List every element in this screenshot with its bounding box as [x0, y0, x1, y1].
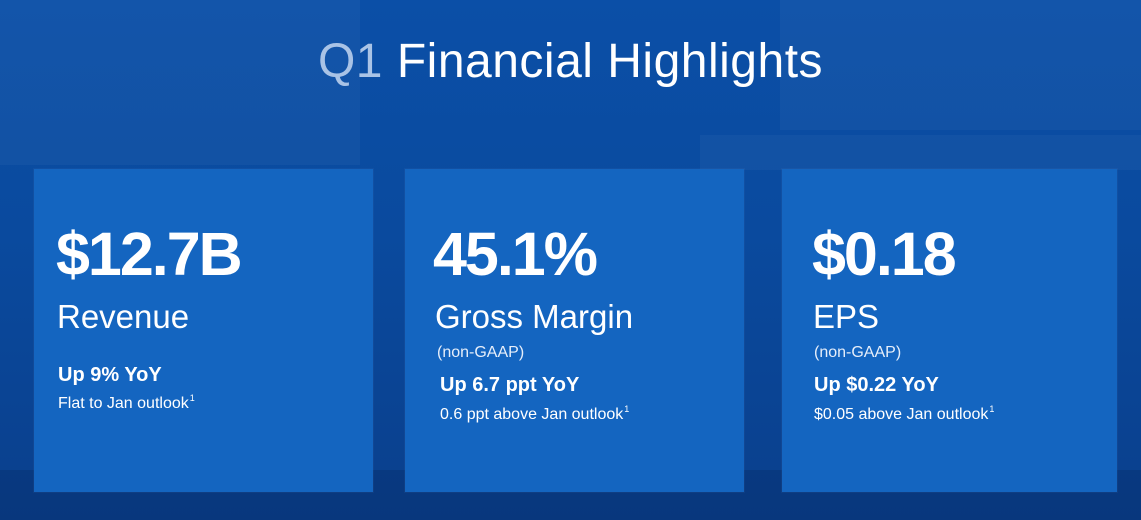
page-title: Q1 Financial Highlights: [0, 34, 1141, 89]
revenue-note-text: Flat to Jan outlook: [58, 395, 189, 412]
eps-qualifier: (non-GAAP): [814, 344, 902, 361]
title-quarter: Q1: [317, 35, 383, 88]
gross-margin-label: Gross Margin: [435, 298, 634, 335]
revenue-card: $12.7B Revenue Up 9% YoY Flat to Jan out…: [34, 169, 373, 492]
eps-label: EPS: [813, 298, 880, 335]
footnote-marker: 1: [189, 393, 195, 403]
gross-margin-value: 45.1%: [433, 220, 598, 288]
gross-margin-note: 0.6 ppt above Jan outlook1: [440, 405, 629, 423]
eps-note-text: $0.05 above Jan outlook: [814, 406, 989, 423]
footnote-marker: 1: [989, 404, 995, 414]
eps-value: $0.18: [812, 220, 957, 288]
revenue-value: $12.7B: [56, 220, 243, 288]
footnote-marker: 1: [624, 404, 630, 414]
revenue-change: Up 9% YoY: [58, 364, 162, 386]
eps-card: $0.18 EPS (non-GAAP) Up $0.22 YoY $0.05 …: [782, 169, 1117, 492]
revenue-note: Flat to Jan outlook1: [58, 394, 195, 412]
gross-margin-qualifier: (non-GAAP): [437, 344, 525, 361]
revenue-label: Revenue: [57, 298, 190, 335]
gross-margin-note-text: 0.6 ppt above Jan outlook: [440, 406, 624, 423]
gross-margin-change: Up 6.7 ppt YoY: [440, 374, 580, 396]
background-panel: [700, 135, 1141, 170]
gross-margin-card: 45.1% Gross Margin (non-GAAP) Up 6.7 ppt…: [405, 169, 744, 492]
eps-change: Up $0.22 YoY: [814, 374, 939, 396]
eps-note: $0.05 above Jan outlook1: [814, 405, 994, 423]
title-main: Financial Highlights: [396, 35, 824, 88]
